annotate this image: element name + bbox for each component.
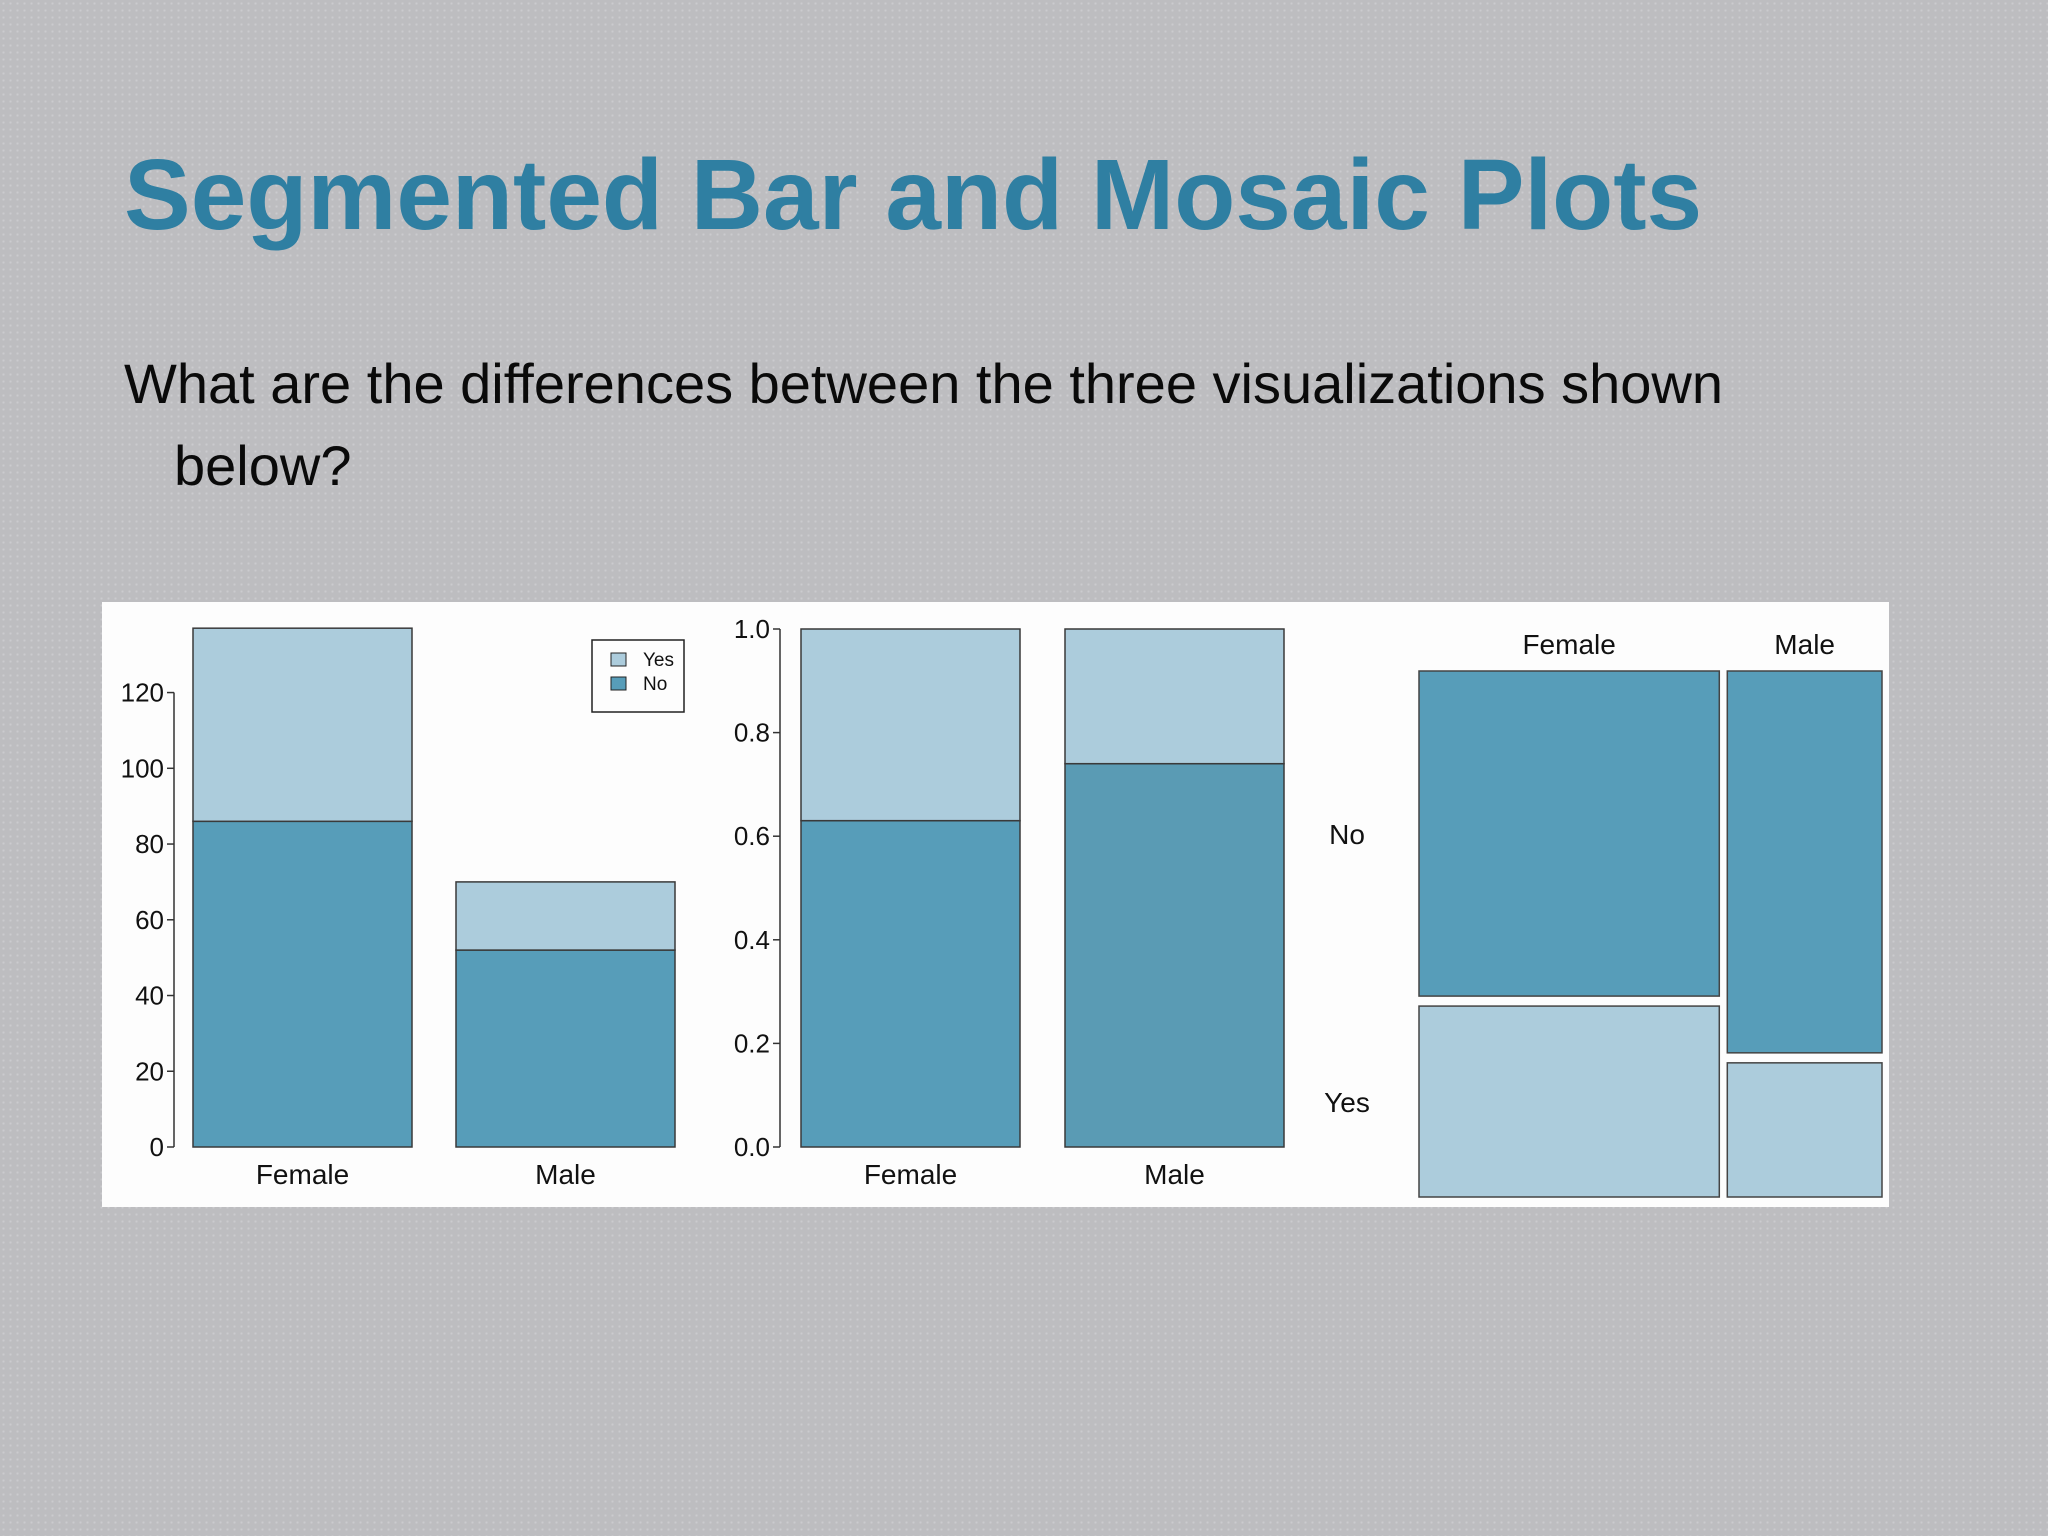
- y-tick-label-counts: 60: [135, 905, 164, 935]
- legend-label-no: No: [643, 674, 667, 695]
- x-label-proportions-female: Female: [864, 1159, 957, 1190]
- y-tick-label-counts: 80: [135, 829, 164, 859]
- x-label-counts-male: Male: [535, 1159, 596, 1190]
- charts-figure: 0 20 40 60 80 100 120 Female Male Yes No 0.0 0.2 0.4 0…: [102, 602, 1889, 1207]
- bar-proportions-male-yes: [1064, 628, 1285, 765]
- y-tick-label-counts: 100: [121, 753, 164, 783]
- mosaic-row-label-no: No: [1329, 819, 1365, 850]
- bar-counts-male-no: [455, 949, 676, 1148]
- y-tick-label-proportions: 0.8: [734, 718, 770, 748]
- mosaic-row-label-yes: Yes: [1324, 1087, 1370, 1118]
- x-label-counts-female: Female: [256, 1159, 349, 1190]
- y-tick-label-counts: 20: [135, 1056, 164, 1086]
- y-tick-label-proportions: 0.4: [734, 925, 770, 955]
- mosaic-tile-male-yes: [1726, 1062, 1883, 1198]
- legend-swatch-no: [610, 676, 627, 691]
- legend-swatch-yes: [610, 652, 627, 667]
- mosaic-column-label-female: Female: [1522, 629, 1615, 660]
- mosaic-column-label-male: Male: [1774, 629, 1835, 660]
- bar-proportions-female-no: [800, 819, 1021, 1148]
- y-tick-label-counts: 120: [121, 678, 164, 708]
- y-tick-label-counts: 40: [135, 981, 164, 1011]
- bar-counts-female-yes: [192, 627, 413, 823]
- bar-counts-male-yes: [455, 881, 676, 951]
- legend-box: [591, 639, 685, 713]
- bar-proportions-female-yes: [800, 628, 1021, 822]
- mosaic-tile-male-no: [1726, 670, 1883, 1054]
- y-tick-label-proportions: 0.6: [734, 821, 770, 851]
- slide-title: Segmented Bar and Mosaic Plots: [124, 139, 1703, 251]
- mosaic-tile-female-yes: [1418, 1005, 1721, 1198]
- x-label-proportions-male: Male: [1144, 1159, 1205, 1190]
- legend-label-yes: Yes: [643, 650, 674, 671]
- charts-svg: 0 20 40 60 80 100 120 Female Male Yes No 0.0 0.2 0.4 0…: [121, 614, 1883, 1198]
- mosaic-tile-female-no: [1418, 670, 1721, 997]
- y-tick-label-counts: 0: [150, 1132, 164, 1162]
- bar-counts-female-no: [192, 820, 413, 1148]
- y-tick-label-proportions: 1.0: [734, 614, 770, 644]
- y-tick-label-proportions: 0.0: [734, 1132, 770, 1162]
- slide-question: What are the differences between the thr…: [124, 352, 1724, 497]
- bar-proportions-male-no: [1064, 762, 1285, 1148]
- y-tick-label-proportions: 0.2: [734, 1028, 770, 1058]
